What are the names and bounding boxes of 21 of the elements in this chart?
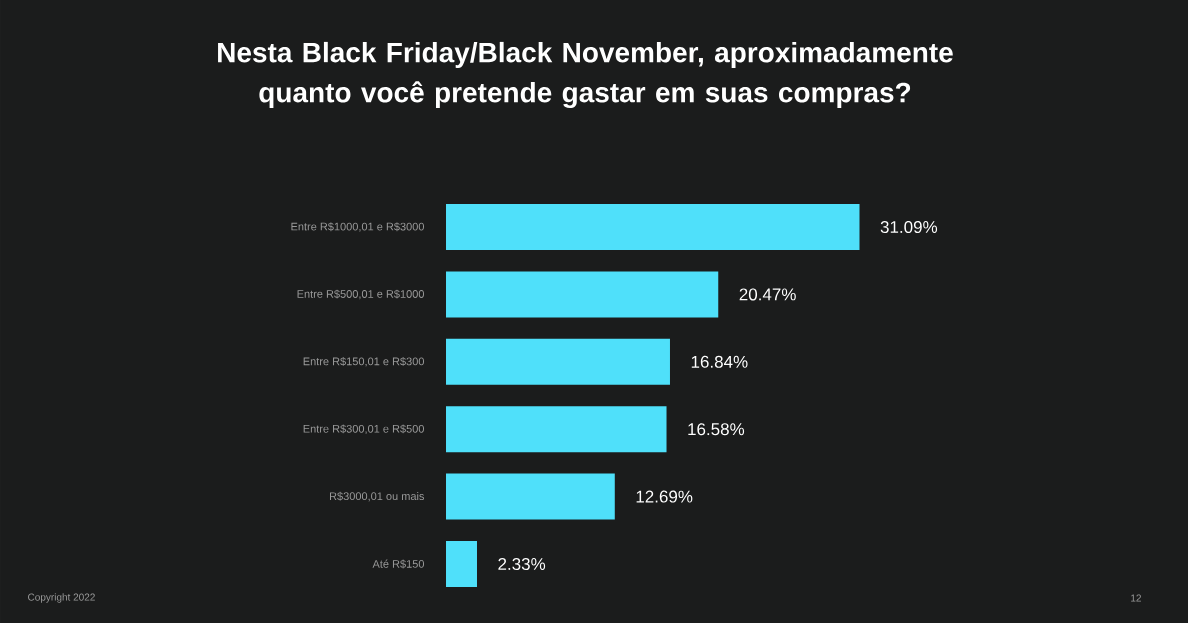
data-label: 16.58%	[688, 423, 745, 436]
bar	[446, 540, 477, 587]
bar	[446, 338, 670, 385]
text: 12	[1131, 594, 1141, 602]
bar	[446, 473, 615, 520]
bar	[446, 271, 719, 318]
data-label: 16.84%	[691, 355, 748, 368]
y-tick-label: Entre R$1000,01 e R$3000	[291, 222, 424, 232]
y-tick-label: Entre R$500,01 e R$1000	[297, 289, 425, 300]
y-tick-label: R$3000,01 ou mais	[329, 491, 425, 502]
bar	[446, 204, 860, 250]
y-tick-label: Entre R$300,01 e R$500	[303, 424, 425, 434]
bar	[446, 406, 667, 453]
data-label: 31.09%	[880, 220, 938, 234]
chart-title: Nesta Black Friday/Black November, aproximadamente quanto você pretende gastar em suas compras?	[218, 41, 953, 109]
data-label: 20.47%	[739, 288, 796, 301]
data-label: 12.69%	[636, 490, 693, 503]
data-label: 2.33%	[498, 557, 546, 571]
y-tick-label: Entre R$150,01 e R$300	[303, 357, 425, 367]
y-tick-label: Até R$150	[372, 559, 425, 569]
text: Copyright 2022	[28, 593, 95, 603]
